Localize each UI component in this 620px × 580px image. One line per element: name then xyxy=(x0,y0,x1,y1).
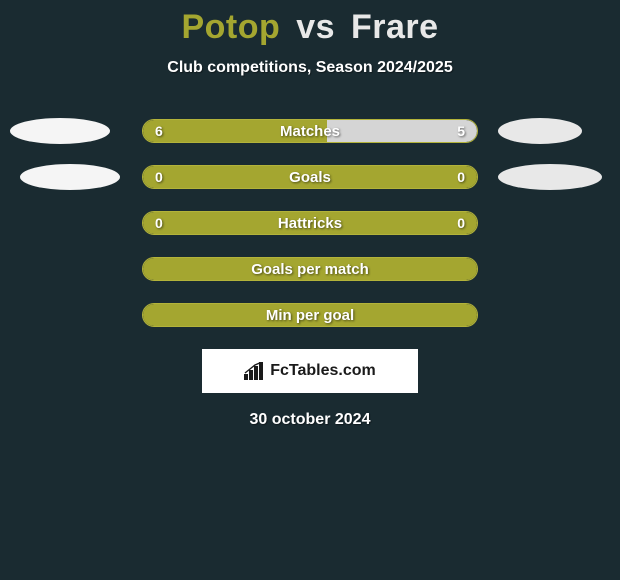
player-right-name: Frare xyxy=(351,8,439,46)
stat-bubble-left xyxy=(10,118,110,144)
stat-label: Matches xyxy=(280,123,340,140)
comparison-title: Potop vs Frare xyxy=(0,0,620,47)
footer-logo: FcTables.com xyxy=(244,362,376,380)
player-left-name: Potop xyxy=(181,8,280,46)
stat-value-left: 6 xyxy=(155,123,163,139)
subtitle: Club competitions, Season 2024/2025 xyxy=(0,59,620,77)
stat-row: Min per goal xyxy=(0,303,620,327)
stat-bubble-left xyxy=(20,164,120,190)
stat-row: Goals per match xyxy=(0,257,620,281)
stat-row: 0 0 Goals xyxy=(0,165,620,189)
stat-bar: 0 0 Goals xyxy=(142,165,478,189)
stat-row: 6 5 Matches xyxy=(0,119,620,143)
stat-row: 0 0 Hattricks xyxy=(0,211,620,235)
stat-bar: 6 5 Matches xyxy=(142,119,478,143)
footer-brand-box: FcTables.com xyxy=(202,349,418,393)
stat-label: Min per goal xyxy=(266,307,354,324)
stat-bar: Goals per match xyxy=(142,257,478,281)
stat-value-left: 0 xyxy=(155,169,163,185)
stat-value-left: 0 xyxy=(155,215,163,231)
stat-rows: 6 5 Matches 0 0 Goals 0 0 Hattricks Goals per mat… xyxy=(0,119,620,327)
stat-value-right: 5 xyxy=(457,123,465,139)
vs-text: vs xyxy=(296,8,335,46)
footer-brand-text: FcTables.com xyxy=(270,362,376,380)
stat-bar: Min per goal xyxy=(142,303,478,327)
stat-value-right: 0 xyxy=(457,169,465,185)
bars-icon xyxy=(244,362,266,380)
stat-bubble-right xyxy=(498,164,602,190)
footer-date: 30 october 2024 xyxy=(0,411,620,429)
stat-label: Goals per match xyxy=(251,261,369,278)
stat-label: Hattricks xyxy=(278,215,342,232)
stat-bar: 0 0 Hattricks xyxy=(142,211,478,235)
bar-fill-right xyxy=(327,120,477,142)
stat-label: Goals xyxy=(289,169,331,186)
stat-bubble-right xyxy=(498,118,582,144)
stat-value-right: 0 xyxy=(457,215,465,231)
